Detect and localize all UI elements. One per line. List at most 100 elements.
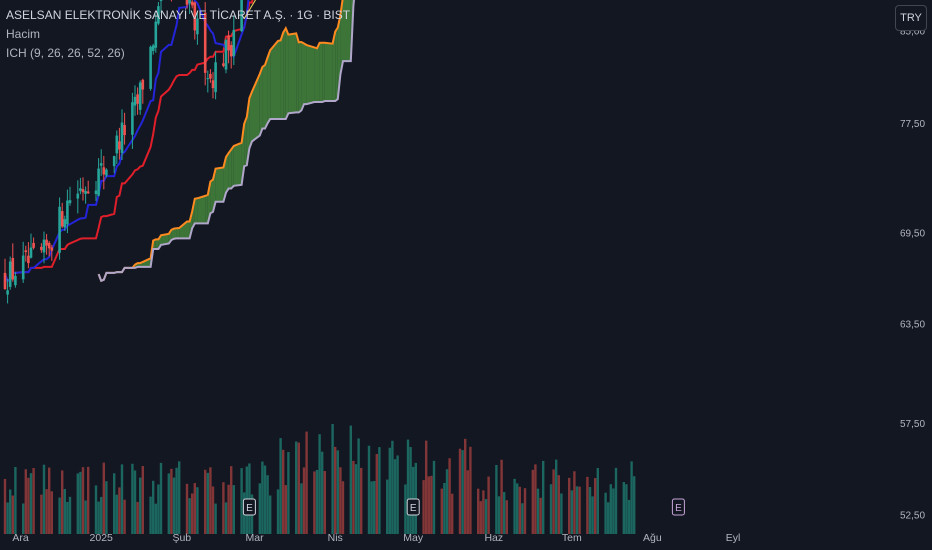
cloud-segment xyxy=(161,233,169,245)
volume-bar xyxy=(227,484,230,534)
volume-bar xyxy=(336,450,339,534)
volume-bar xyxy=(170,468,173,534)
candle-body xyxy=(97,168,100,196)
volume-bar xyxy=(367,445,371,534)
volume-bar xyxy=(575,486,579,534)
volume-bar xyxy=(591,496,594,534)
candle-body xyxy=(24,250,28,253)
candle-body xyxy=(203,12,207,73)
candle-body xyxy=(40,246,43,251)
volume-bar xyxy=(84,500,87,534)
ichimoku-legend[interactable]: ICH (9, 26, 26, 52, 26) xyxy=(6,46,125,60)
volume-bar xyxy=(391,440,394,534)
cloud-segment xyxy=(280,32,284,119)
volume-bar xyxy=(261,461,264,534)
volume-bar xyxy=(484,499,488,534)
candle-body xyxy=(214,62,217,93)
cloud-segment xyxy=(228,149,232,189)
volume-bar xyxy=(505,500,508,534)
candle-body xyxy=(157,6,160,24)
candle-body xyxy=(232,29,236,56)
cloud-segment xyxy=(259,67,263,136)
volume-bar xyxy=(115,494,118,534)
cloud-segment xyxy=(231,145,234,189)
candle-body xyxy=(159,0,163,2)
cloud-segment xyxy=(322,42,325,103)
cloud-segment xyxy=(283,28,286,119)
cloud-segment xyxy=(244,116,247,167)
candle-body xyxy=(68,200,72,204)
volume-bar xyxy=(105,481,108,534)
volume-bar xyxy=(451,493,454,534)
volume-bar xyxy=(224,502,228,534)
volume-bar xyxy=(360,467,363,534)
x-tick-label: Şub xyxy=(172,532,191,544)
cloud-segment xyxy=(205,194,208,224)
volume-bar xyxy=(263,465,267,534)
candle-body xyxy=(32,242,35,248)
earnings-marker-label: E xyxy=(675,503,682,514)
volume-bar xyxy=(295,441,298,534)
volume-bar xyxy=(167,473,170,534)
ichimoku-cloud xyxy=(97,0,355,283)
candle-body xyxy=(102,167,106,175)
volume-bar xyxy=(63,488,66,534)
volume-bar xyxy=(318,434,321,534)
volume-bar xyxy=(269,495,272,534)
volume-bar xyxy=(11,495,14,534)
cloud-segment xyxy=(252,73,260,142)
candle-body xyxy=(76,193,80,199)
volume-bar xyxy=(120,464,124,534)
candle-body xyxy=(63,219,67,228)
volume-bar xyxy=(240,468,243,534)
volume-bar xyxy=(448,458,451,534)
candle-body xyxy=(149,46,152,89)
volume-bar xyxy=(211,486,215,534)
volume-legend[interactable]: Hacim xyxy=(6,27,41,41)
candle-body xyxy=(185,0,189,5)
cloud-segment xyxy=(317,42,320,103)
volume-bar xyxy=(469,446,472,534)
volume-bar xyxy=(534,464,537,534)
cloud-segment xyxy=(171,228,174,240)
volume-bar xyxy=(521,503,524,534)
volume-bar xyxy=(9,489,12,534)
volume-bar xyxy=(341,481,345,534)
volume-bar xyxy=(276,489,280,534)
volume-bar xyxy=(552,469,555,534)
cloud-segment xyxy=(319,42,323,103)
volume-bar xyxy=(102,462,105,534)
symbol-title[interactable]: ASELSAN ELEKTRONİK SANAYİ VE TİCARET A.Ş… xyxy=(6,8,351,22)
volume-bar xyxy=(370,481,373,534)
cloud-segment xyxy=(343,0,351,62)
volume-bar xyxy=(622,482,625,534)
volume-bar xyxy=(118,487,121,534)
candles xyxy=(3,0,243,304)
candle-body xyxy=(11,258,15,280)
candle-body xyxy=(21,255,25,280)
volume-bar xyxy=(24,469,27,534)
volume-bar xyxy=(300,483,303,534)
volume-bar xyxy=(625,484,628,534)
currency-button[interactable]: TRY xyxy=(895,5,927,31)
candle-body xyxy=(133,96,137,106)
volume-bar xyxy=(100,496,103,534)
volume-bar xyxy=(302,467,306,534)
volume-bar xyxy=(209,467,212,534)
volume-bar xyxy=(6,502,9,534)
candle-body xyxy=(196,18,199,35)
volume-bar xyxy=(191,493,194,534)
volume-bar xyxy=(393,459,397,534)
volume-bar xyxy=(196,487,199,534)
volume-bar xyxy=(612,488,615,534)
volume-bar xyxy=(193,483,196,534)
volume-bar xyxy=(349,425,352,534)
volume-bar xyxy=(354,464,358,534)
volume-bar xyxy=(373,481,376,534)
volume-bar xyxy=(596,467,599,534)
x-tick-label: 2025 xyxy=(90,532,114,544)
earnings-marker-label: E xyxy=(410,503,417,514)
cloud-segment xyxy=(267,50,271,124)
